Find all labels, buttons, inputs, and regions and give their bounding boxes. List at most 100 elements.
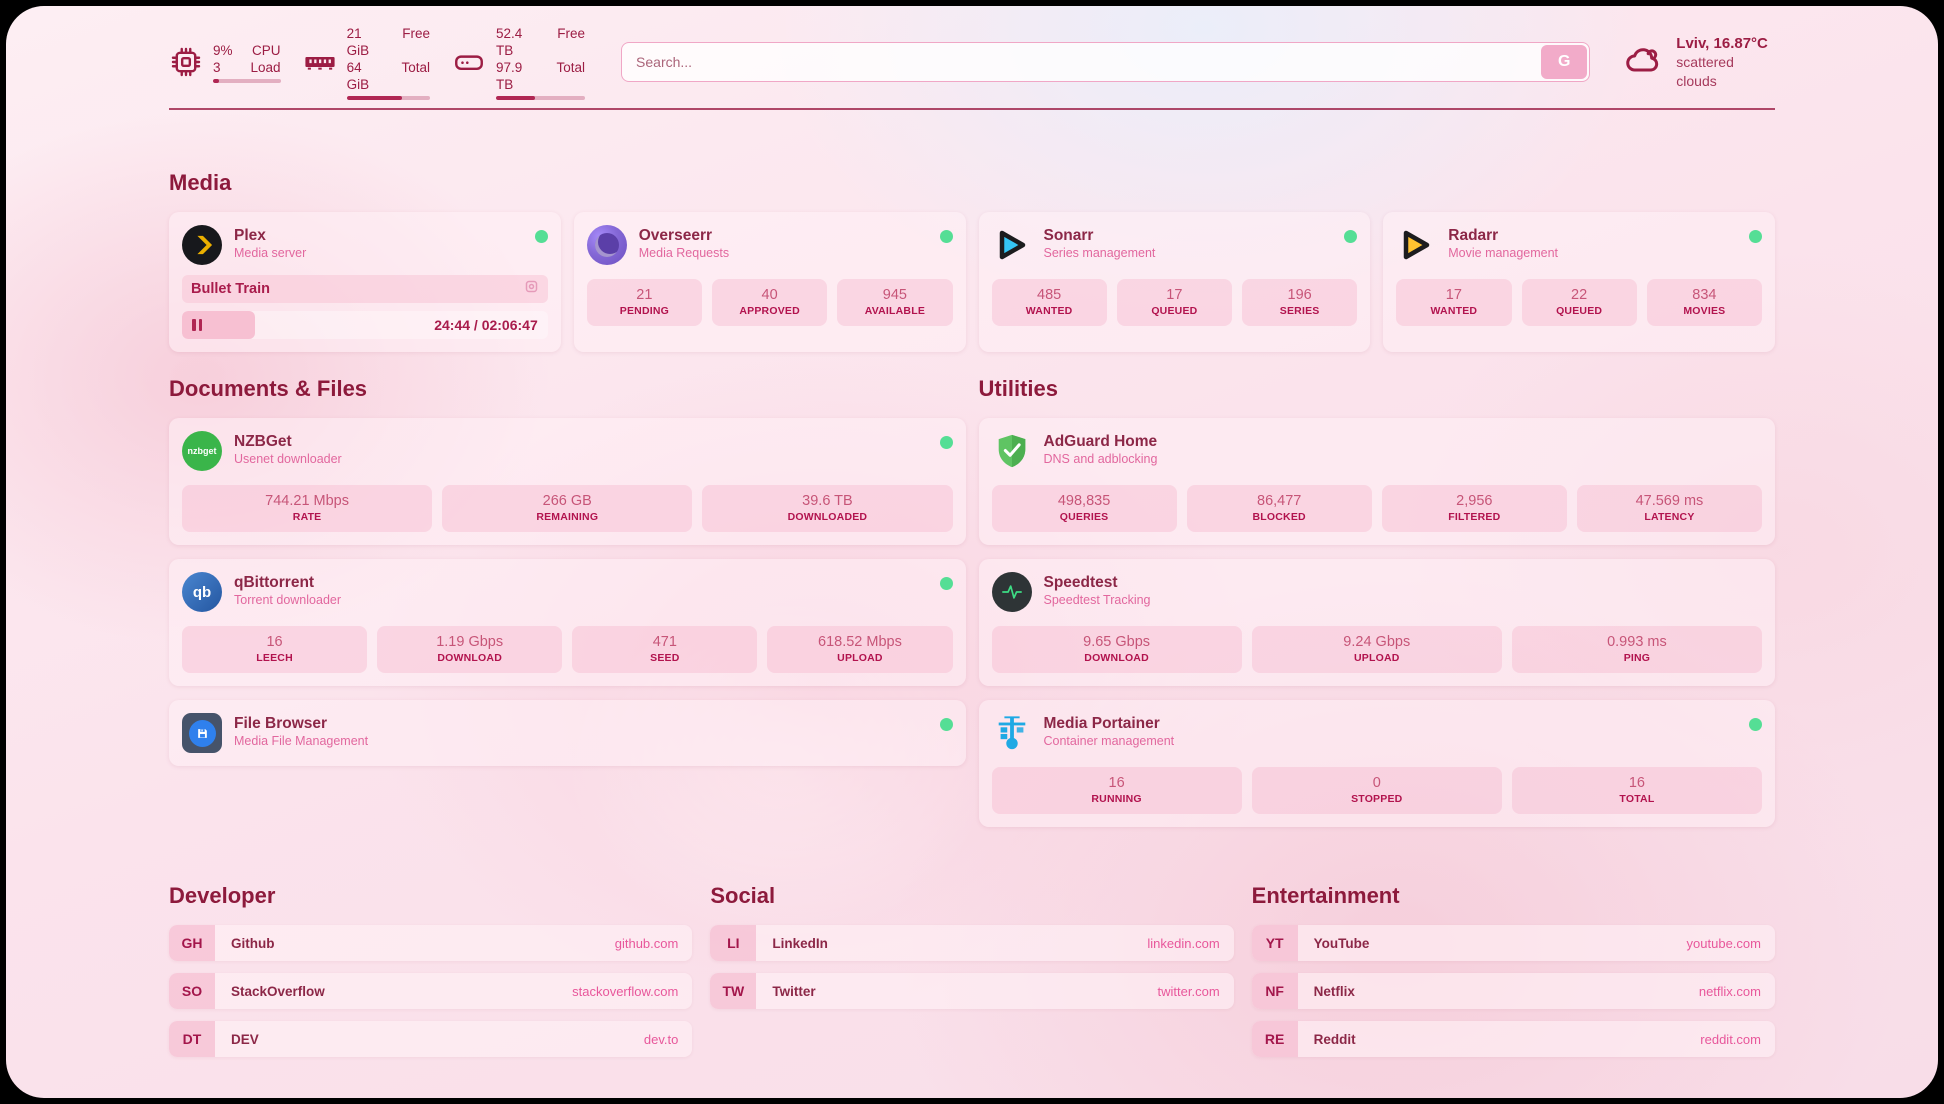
link-reddit[interactable]: RE Reddit reddit.com <box>1251 1021 1775 1057</box>
service-name: File Browser <box>234 715 328 732</box>
filebrowser-icon <box>182 713 222 753</box>
qbittorrent-icon: qb <box>182 572 222 612</box>
pause-icon[interactable] <box>192 319 202 331</box>
search-provider-button[interactable]: G <box>1541 45 1588 79</box>
weather-widget[interactable]: Lviv, 16.87°C scattered clouds <box>1624 34 1775 91</box>
cpu-load-value: 3 <box>213 59 221 75</box>
adguard-icon <box>992 431 1032 471</box>
status-dot <box>534 230 548 243</box>
section-title-entertainment: Entertainment <box>1251 883 1400 908</box>
playback-progress[interactable]: 24:44 / 02:06:47 <box>182 311 548 339</box>
link-abbr: SO <box>169 973 215 1009</box>
link-abbr: LI <box>710 925 757 961</box>
search-input[interactable] <box>621 42 1591 82</box>
stat-queries: 498,835 QUERIES <box>991 485 1177 532</box>
memory-total-label: Total <box>401 59 431 75</box>
link-abbr: DT <box>169 1021 215 1057</box>
status-dot <box>1749 230 1762 243</box>
service-subtitle: Media server <box>234 246 307 260</box>
service-card-qbittorrent[interactable]: qb qBittorrent Torrent downloader 16 LEEC… <box>169 559 966 686</box>
stat-queued: 22 QUEUED <box>1521 279 1637 326</box>
stat-total: 16 TOTAL <box>1511 767 1763 814</box>
links-section-social: Social LI LinkedIn linkedin.com TW Twitt… <box>710 883 1234 1057</box>
section-title-utilities: Utilities <box>978 376 1058 401</box>
service-card-filebrowser[interactable]: File Browser Media File Management <box>169 700 966 766</box>
disk-total-value: 97.9 TB <box>496 59 523 92</box>
radarr-icon <box>1396 225 1436 265</box>
link-dev[interactable]: DT DEV dev.to <box>169 1021 693 1057</box>
section-title-documents: Documents & Files <box>169 376 368 401</box>
links-section-developer: Developer GH Github github.com SO StackO… <box>169 883 693 1057</box>
search-bar: G <box>621 42 1591 82</box>
link-youtube[interactable]: YT YouTube youtube.com <box>1251 925 1775 961</box>
stat-downloaded: 39.6 TB DOWNLOADED <box>702 485 953 532</box>
link-stackoverflow[interactable]: SO StackOverflow stackoverflow.com <box>169 973 693 1009</box>
stat-blocked: 86,477 BLOCKED <box>1186 485 1372 532</box>
resource-memory: 21 GiB Free 64 GiB Total <box>303 25 431 100</box>
service-subtitle: Movie management <box>1448 246 1559 260</box>
section-title-developer: Developer <box>169 883 276 908</box>
speedtest-icon <box>991 572 1032 612</box>
stat-latency: 47.569 ms LATENCY <box>1576 485 1762 532</box>
service-name: Sonarr <box>1043 227 1094 244</box>
service-subtitle: Usenet downloader <box>234 452 342 466</box>
stat-series: 196 SERIES <box>1242 279 1358 326</box>
service-name: Speedtest <box>1043 574 1118 591</box>
cpu-load-label: Load <box>250 59 281 75</box>
stat-wanted: 17 WANTED <box>1396 279 1512 326</box>
status-dot <box>939 230 953 243</box>
stat-queued: 17 QUEUED <box>1116 279 1232 326</box>
stat-download: 1.19 Gbps DOWNLOAD <box>377 626 563 673</box>
service-name: Radarr <box>1448 227 1499 244</box>
status-dot <box>1344 230 1358 243</box>
service-subtitle: Media Requests <box>638 246 730 260</box>
service-subtitle: Container management <box>1043 734 1175 748</box>
now-playing-title: Bullet Train <box>191 281 270 297</box>
links-section-entertainment: Entertainment YT YouTube youtube.com NF … <box>1251 883 1775 1057</box>
link-twitter[interactable]: TW Twitter twitter.com <box>710 973 1234 1009</box>
stat-upload: 618.52 Mbps UPLOAD <box>767 626 953 673</box>
service-card-sonarr[interactable]: Sonarr Series management 485 WANTED 17 QUE… <box>978 212 1371 352</box>
status-dot <box>939 436 953 449</box>
stat-filtered: 2,956 FILTERED <box>1381 485 1567 532</box>
stat-approved: 40 APPROVED <box>712 279 828 326</box>
service-subtitle: Series management <box>1043 246 1156 260</box>
stat-ping: 0.993 ms PING <box>1511 626 1763 673</box>
media-card-row: Plex Media server Bullet Train 24:44 / 0… <box>169 212 1775 352</box>
service-name: Overseerr <box>638 227 713 244</box>
service-card-nzbget[interactable]: nzbget NZBGet Usenet downloader 744.21 M… <box>169 418 966 545</box>
stat-movies: 834 MOVIES <box>1646 279 1762 326</box>
disk-free-value: 52.4 TB <box>496 25 523 58</box>
stat-remaining: 266 GB REMAINING <box>442 485 693 532</box>
service-card-portainer[interactable]: Media Portainer Container management 16 R… <box>978 700 1775 827</box>
service-card-speedtest[interactable]: Speedtest Speedtest Tracking 9.65 Gbps DO… <box>978 559 1775 686</box>
service-subtitle: Torrent downloader <box>234 593 342 607</box>
link-netflix[interactable]: NF Netflix netflix.com <box>1251 973 1775 1009</box>
stat-leech: 16 LEECH <box>182 626 368 673</box>
service-card-plex[interactable]: Plex Media server Bullet Train 24:44 / 0… <box>169 212 561 352</box>
service-card-overseerr[interactable]: Overseerr Media Requests 21 PENDING 40 APP… <box>573 212 966 352</box>
service-name: NZBGet <box>234 433 292 450</box>
link-abbr: GH <box>169 925 215 961</box>
link-linkedin[interactable]: LI LinkedIn linkedin.com <box>710 925 1234 961</box>
memory-total-value: 64 GiB <box>346 59 370 92</box>
disk-total-label: Total <box>556 59 586 75</box>
stat-available: 945 AVAILABLE <box>837 279 953 326</box>
video-icon <box>524 279 539 299</box>
service-name: Media Portainer <box>1043 715 1160 732</box>
stat-upload: 9.24 Gbps UPLOAD <box>1251 626 1502 673</box>
service-card-radarr[interactable]: Radarr Movie management 17 WANTED 22 QUEUE… <box>1383 212 1775 352</box>
disk-progress-bar <box>496 95 586 100</box>
stat-pending: 21 PENDING <box>586 279 702 326</box>
stat-stopped: 0 STOPPED <box>1251 767 1502 814</box>
resource-cpu: 9% CPU 3 Load <box>169 25 281 100</box>
service-subtitle: Speedtest Tracking <box>1043 593 1151 607</box>
portainer-icon <box>992 713 1032 753</box>
link-github[interactable]: GH Github github.com <box>169 925 693 961</box>
disk-icon <box>452 45 486 79</box>
service-card-adguard[interactable]: AdGuard Home DNS and adblocking 498,835 Q… <box>978 418 1775 545</box>
plex-icon <box>182 225 222 265</box>
stat-download: 9.65 Gbps DOWNLOAD <box>991 626 1242 673</box>
cloud-icon <box>1624 40 1664 85</box>
disk-free-label: Free <box>557 25 586 41</box>
